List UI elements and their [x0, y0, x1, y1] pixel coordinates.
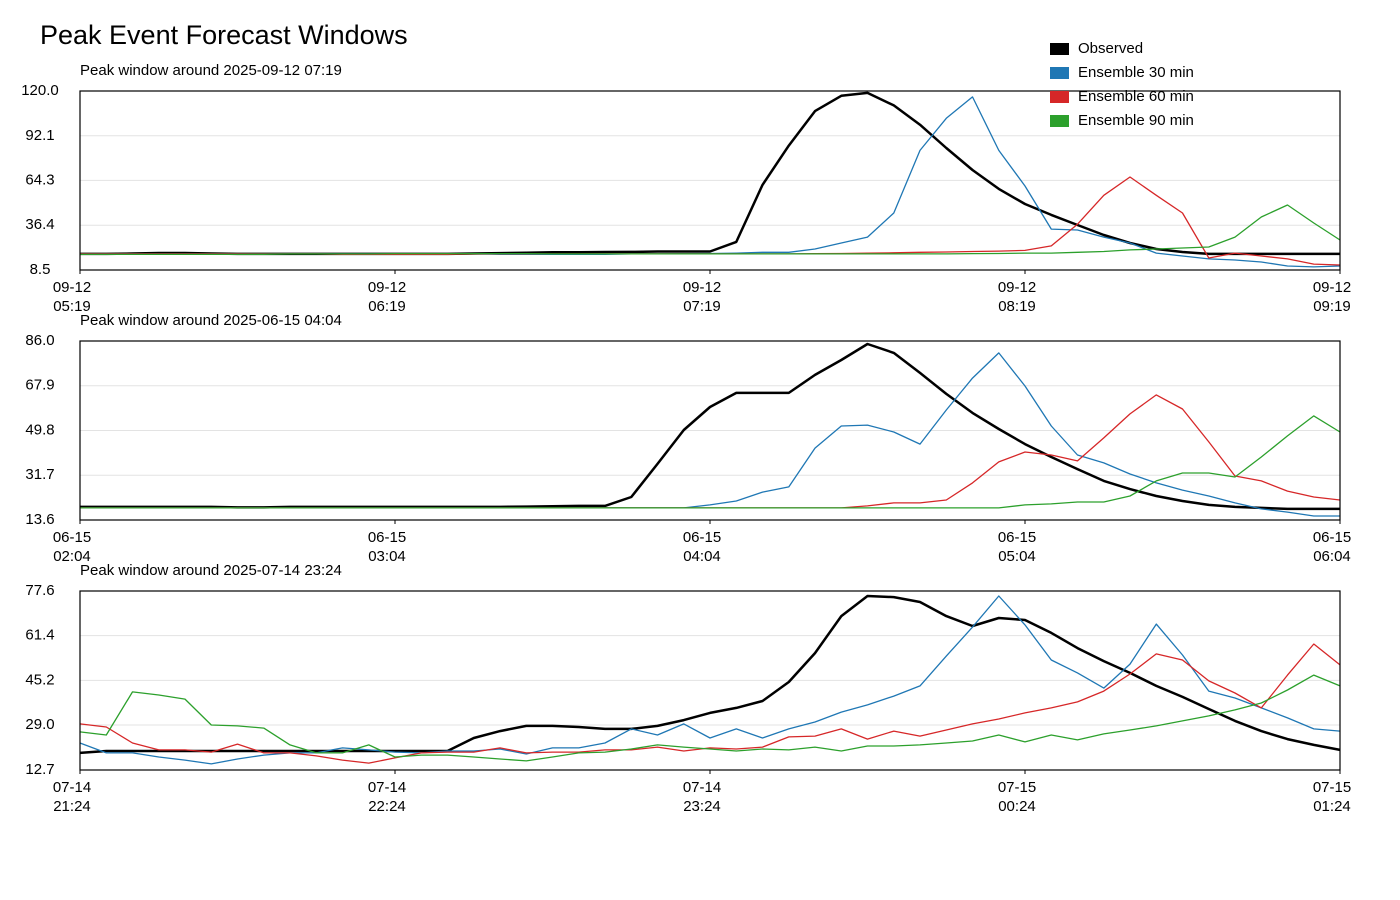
y-tick-label: 8.5: [30, 261, 51, 278]
series-line: [79, 674, 1341, 762]
series-line: [80, 342, 1340, 511]
y-tick-label: 13.6: [25, 511, 54, 528]
legend-swatch: [1050, 43, 1069, 55]
y-tick-label: 64.3: [25, 171, 54, 188]
legend-swatch: [1050, 67, 1069, 79]
series-line: [80, 352, 1340, 517]
y-tick-label: 12.7: [25, 761, 54, 778]
panel-title: Peak window around 2025-07-14 23:24: [80, 562, 342, 579]
series-line: [80, 204, 1341, 256]
x-tick-label: 06-15 05:04: [997, 529, 1037, 565]
y-tick-label: 77.6: [25, 582, 54, 599]
legend-label: Ensemble 30 min: [1078, 64, 1194, 81]
x-tick-label: 07-14 22:24: [367, 779, 407, 815]
x-tick-label: 09-12 08:19: [997, 279, 1037, 315]
x-tick-label: 09-12 09:19: [1312, 279, 1352, 315]
y-tick-label: 45.2: [25, 671, 54, 688]
legend-swatch: [1050, 115, 1069, 127]
legend-label: Observed: [1078, 40, 1143, 57]
x-tick-label: 09-12 06:19: [367, 279, 407, 315]
plot-frame: [79, 90, 1341, 271]
x-tick-label: 07-14 23:24: [682, 779, 722, 815]
plot-frame: [79, 340, 1341, 521]
series-line: [79, 594, 1341, 755]
plot-frame: [79, 590, 1341, 771]
legend-swatch: [1050, 91, 1069, 103]
x-tick-label: 09-12 07:19: [682, 279, 722, 315]
y-tick-label: 92.1: [25, 127, 54, 144]
x-tick-label: 06-15 06:04: [1312, 529, 1352, 565]
x-tick-label: 07-14 21:24: [52, 779, 92, 815]
y-tick-label: 31.7: [25, 466, 54, 483]
series-line: [80, 415, 1341, 509]
y-tick-label: 86.0: [25, 332, 54, 349]
y-tick-label: 67.9: [25, 377, 54, 394]
y-tick-label: 29.0: [25, 716, 54, 733]
panel-title: Peak window around 2025-09-12 07:19: [80, 62, 342, 79]
x-tick-label: 07-15 00:24: [997, 779, 1037, 815]
series-line: [79, 643, 1341, 764]
x-tick-label: 06-15 02:04: [52, 529, 92, 565]
x-tick-label: 09-12 05:19: [52, 279, 92, 315]
y-tick-label: 61.4: [25, 627, 54, 644]
x-tick-label: 06-15 03:04: [367, 529, 407, 565]
legend-label: Ensemble 60 min: [1078, 88, 1194, 105]
figure-title: Peak Event Forecast Windows: [40, 20, 408, 50]
x-tick-label: 07-15 01:24: [1312, 779, 1352, 815]
y-tick-label: 120.0: [21, 82, 59, 99]
legend-label: Ensemble 90 min: [1078, 112, 1194, 129]
y-tick-label: 49.8: [25, 421, 54, 438]
y-tick-label: 36.4: [25, 216, 54, 233]
series-line: [80, 394, 1341, 509]
x-tick-label: 06-15 04:04: [682, 529, 722, 565]
panel-title: Peak window around 2025-06-15 04:04: [80, 312, 342, 329]
